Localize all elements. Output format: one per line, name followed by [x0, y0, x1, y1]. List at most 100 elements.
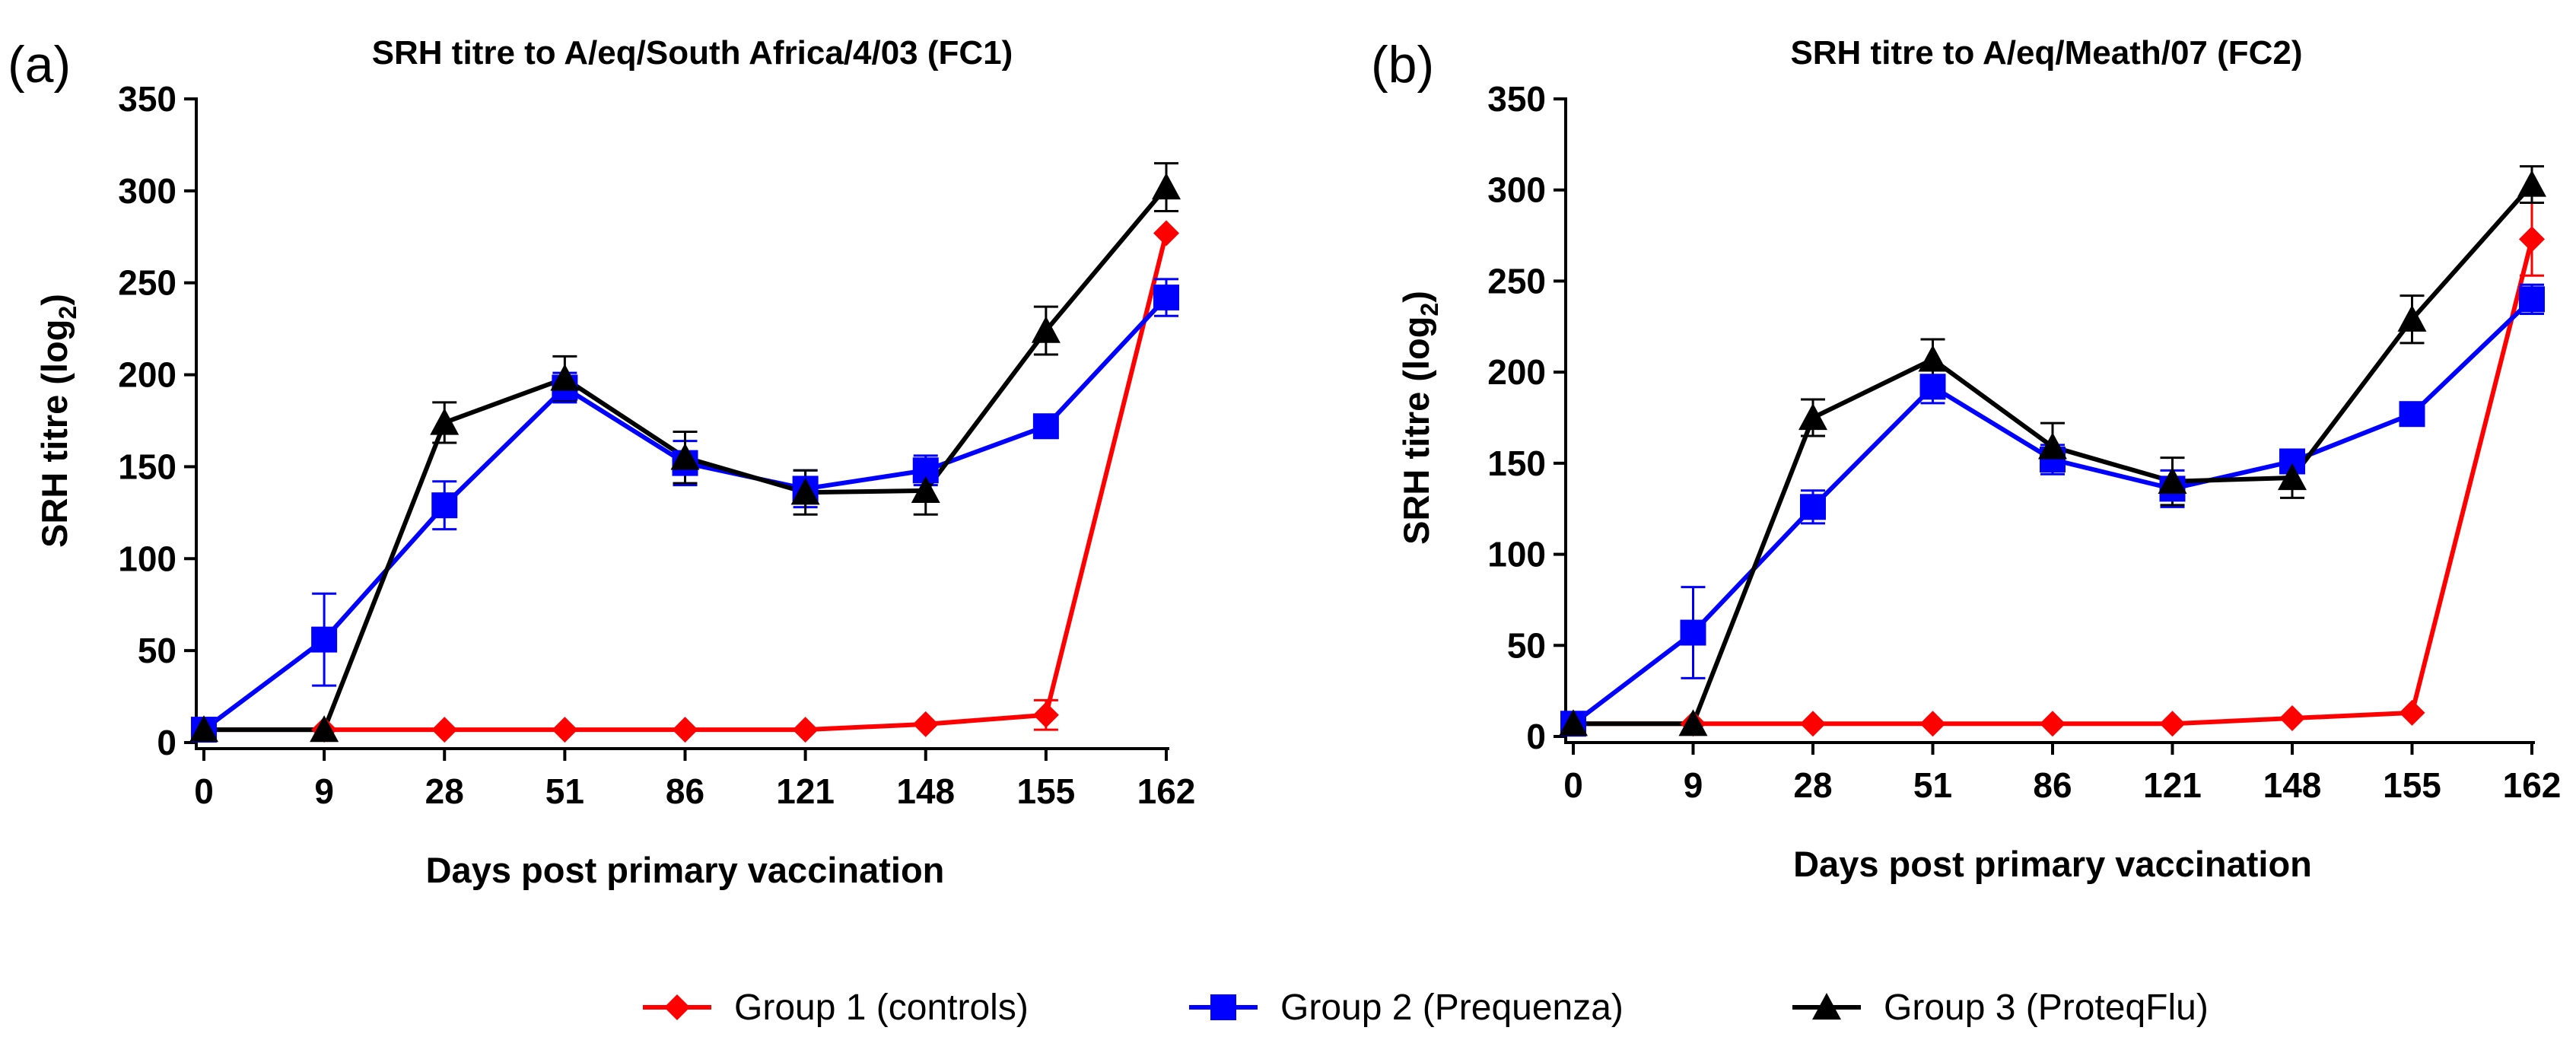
data-point — [2519, 226, 2545, 253]
data-point — [2038, 432, 2067, 460]
legend-label: Group 2 (Prequenza) — [1280, 988, 1624, 1028]
y-tick-label: 350 — [118, 79, 177, 119]
y-axis-label-main: SRH titre (log — [34, 320, 75, 548]
series-3 — [204, 162, 1178, 733]
y-tick-label: 150 — [1487, 444, 1546, 483]
y-axis-label-end: ) — [34, 294, 75, 306]
data-point — [189, 715, 218, 743]
y-axis-label-subscript: 2 — [1416, 303, 1443, 316]
x-tick-label: 51 — [1913, 765, 1952, 805]
data-point — [1032, 701, 1059, 728]
y-tick-label: 100 — [118, 539, 177, 578]
y-tick-label: 300 — [1487, 170, 1546, 210]
data-point — [310, 715, 339, 743]
data-point — [1153, 285, 1179, 311]
legend-marker-square — [1210, 994, 1236, 1020]
panel-b: (b) SRH titre to A/eq/Meath/07 (FC2) 0 50 10… — [1371, 34, 2561, 884]
y-tick-label: 350 — [1487, 79, 1546, 119]
data-point — [431, 492, 458, 519]
x-tick-label: 162 — [1137, 771, 1196, 811]
x-tick-label: 28 — [425, 771, 464, 811]
chart-title: SRH titre to A/eq/South Africa/4/03 (FC1… — [372, 34, 1013, 72]
data-point — [2519, 286, 2545, 313]
x-tick-label: 9 — [1684, 765, 1703, 805]
data-point — [2397, 304, 2427, 332]
y-tick-label: 250 — [1487, 261, 1546, 301]
x-tick-label: 0 — [1563, 765, 1583, 805]
data-point — [2158, 466, 2187, 494]
data-point — [1800, 494, 1826, 520]
data-point — [2278, 463, 2307, 491]
data-point — [1798, 403, 1827, 431]
data-point — [672, 717, 698, 743]
data-point — [2517, 170, 2546, 197]
x-tick-label: 155 — [2383, 765, 2441, 805]
data-point — [1918, 345, 1948, 372]
data-point — [670, 443, 700, 470]
panel-label: (b) — [1371, 36, 1434, 94]
y-axis-label-subscript: 2 — [54, 306, 81, 320]
panel-a: (a) SRH titre to A/eq/South Africa/4/03 (… — [8, 34, 1195, 890]
data-point — [1680, 619, 1706, 646]
y-axis-label: SRH titre (log2) — [1396, 291, 1443, 545]
data-point — [311, 626, 338, 653]
x-tick-label: 148 — [2263, 765, 2322, 805]
data-point — [550, 364, 580, 391]
data-point — [2279, 705, 2305, 732]
x-tick-label: 155 — [1017, 771, 1076, 811]
y-tick-label: 200 — [1487, 352, 1546, 392]
x-tick-label: 162 — [2503, 765, 2562, 805]
y-tick-label: 200 — [118, 355, 177, 395]
data-point — [1559, 709, 1588, 736]
data-point — [1919, 374, 1946, 400]
data-point — [2159, 711, 2186, 737]
y-tick-label: 0 — [157, 723, 177, 762]
data-point — [431, 717, 458, 743]
y-axis-label: SRH titre (log2) — [34, 294, 81, 548]
y-axis-label-end: ) — [1396, 291, 1436, 303]
data-point — [1678, 709, 1708, 736]
data-point — [1031, 316, 1061, 343]
data-point — [1152, 173, 1181, 200]
y-tick-label: 0 — [1526, 717, 1546, 756]
legend: Group 1 (controls) Group 2 (Prequenza) Gro… — [643, 988, 2209, 1028]
y-tick-label: 300 — [118, 171, 177, 211]
data-point — [2040, 711, 2066, 737]
y-axis-label-main: SRH titre (log — [1396, 316, 1436, 545]
legend-item-2: Group 2 (Prequenza) — [1189, 988, 1624, 1028]
chart-title: SRH titre to A/eq/Meath/07 (FC2) — [1790, 34, 2302, 72]
data-point — [792, 717, 819, 743]
y-tick-label: 50 — [138, 631, 177, 670]
data-point — [911, 476, 940, 504]
x-tick-label: 148 — [896, 771, 955, 811]
x-axis-label: Days post primary vaccination — [1793, 844, 2312, 884]
data-point — [2399, 699, 2425, 726]
data-point — [1800, 711, 1826, 737]
y-tick-label: 250 — [118, 263, 177, 303]
data-point — [552, 717, 578, 743]
data-point — [1153, 220, 1179, 247]
x-tick-label: 86 — [666, 771, 704, 811]
data-point — [2399, 401, 2425, 428]
y-tick-label: 50 — [1507, 625, 1546, 665]
data-point — [790, 478, 820, 505]
x-tick-label: 9 — [314, 771, 334, 811]
x-tick-label: 86 — [2033, 765, 2072, 805]
x-tick-label: 0 — [194, 771, 214, 811]
series-line — [1573, 238, 2534, 727]
panel-label: (a) — [8, 36, 71, 94]
data-point — [912, 711, 939, 737]
y-tick-label: 150 — [118, 447, 177, 486]
data-point — [1919, 711, 1946, 737]
x-tick-label: 121 — [776, 771, 835, 811]
y-tick-label: 100 — [1487, 535, 1546, 574]
legend-label: Group 3 (ProteqFlu) — [1884, 988, 2209, 1028]
x-tick-label: 28 — [1793, 765, 1832, 805]
legend-label: Group 1 (controls) — [734, 988, 1029, 1028]
x-axis-label: Days post primary vaccination — [426, 850, 945, 890]
x-tick-label: 121 — [2143, 765, 2202, 805]
x-tick-label: 51 — [545, 771, 584, 811]
data-point — [430, 408, 460, 435]
legend-item-3: Group 3 (ProteqFlu) — [1792, 988, 2209, 1028]
